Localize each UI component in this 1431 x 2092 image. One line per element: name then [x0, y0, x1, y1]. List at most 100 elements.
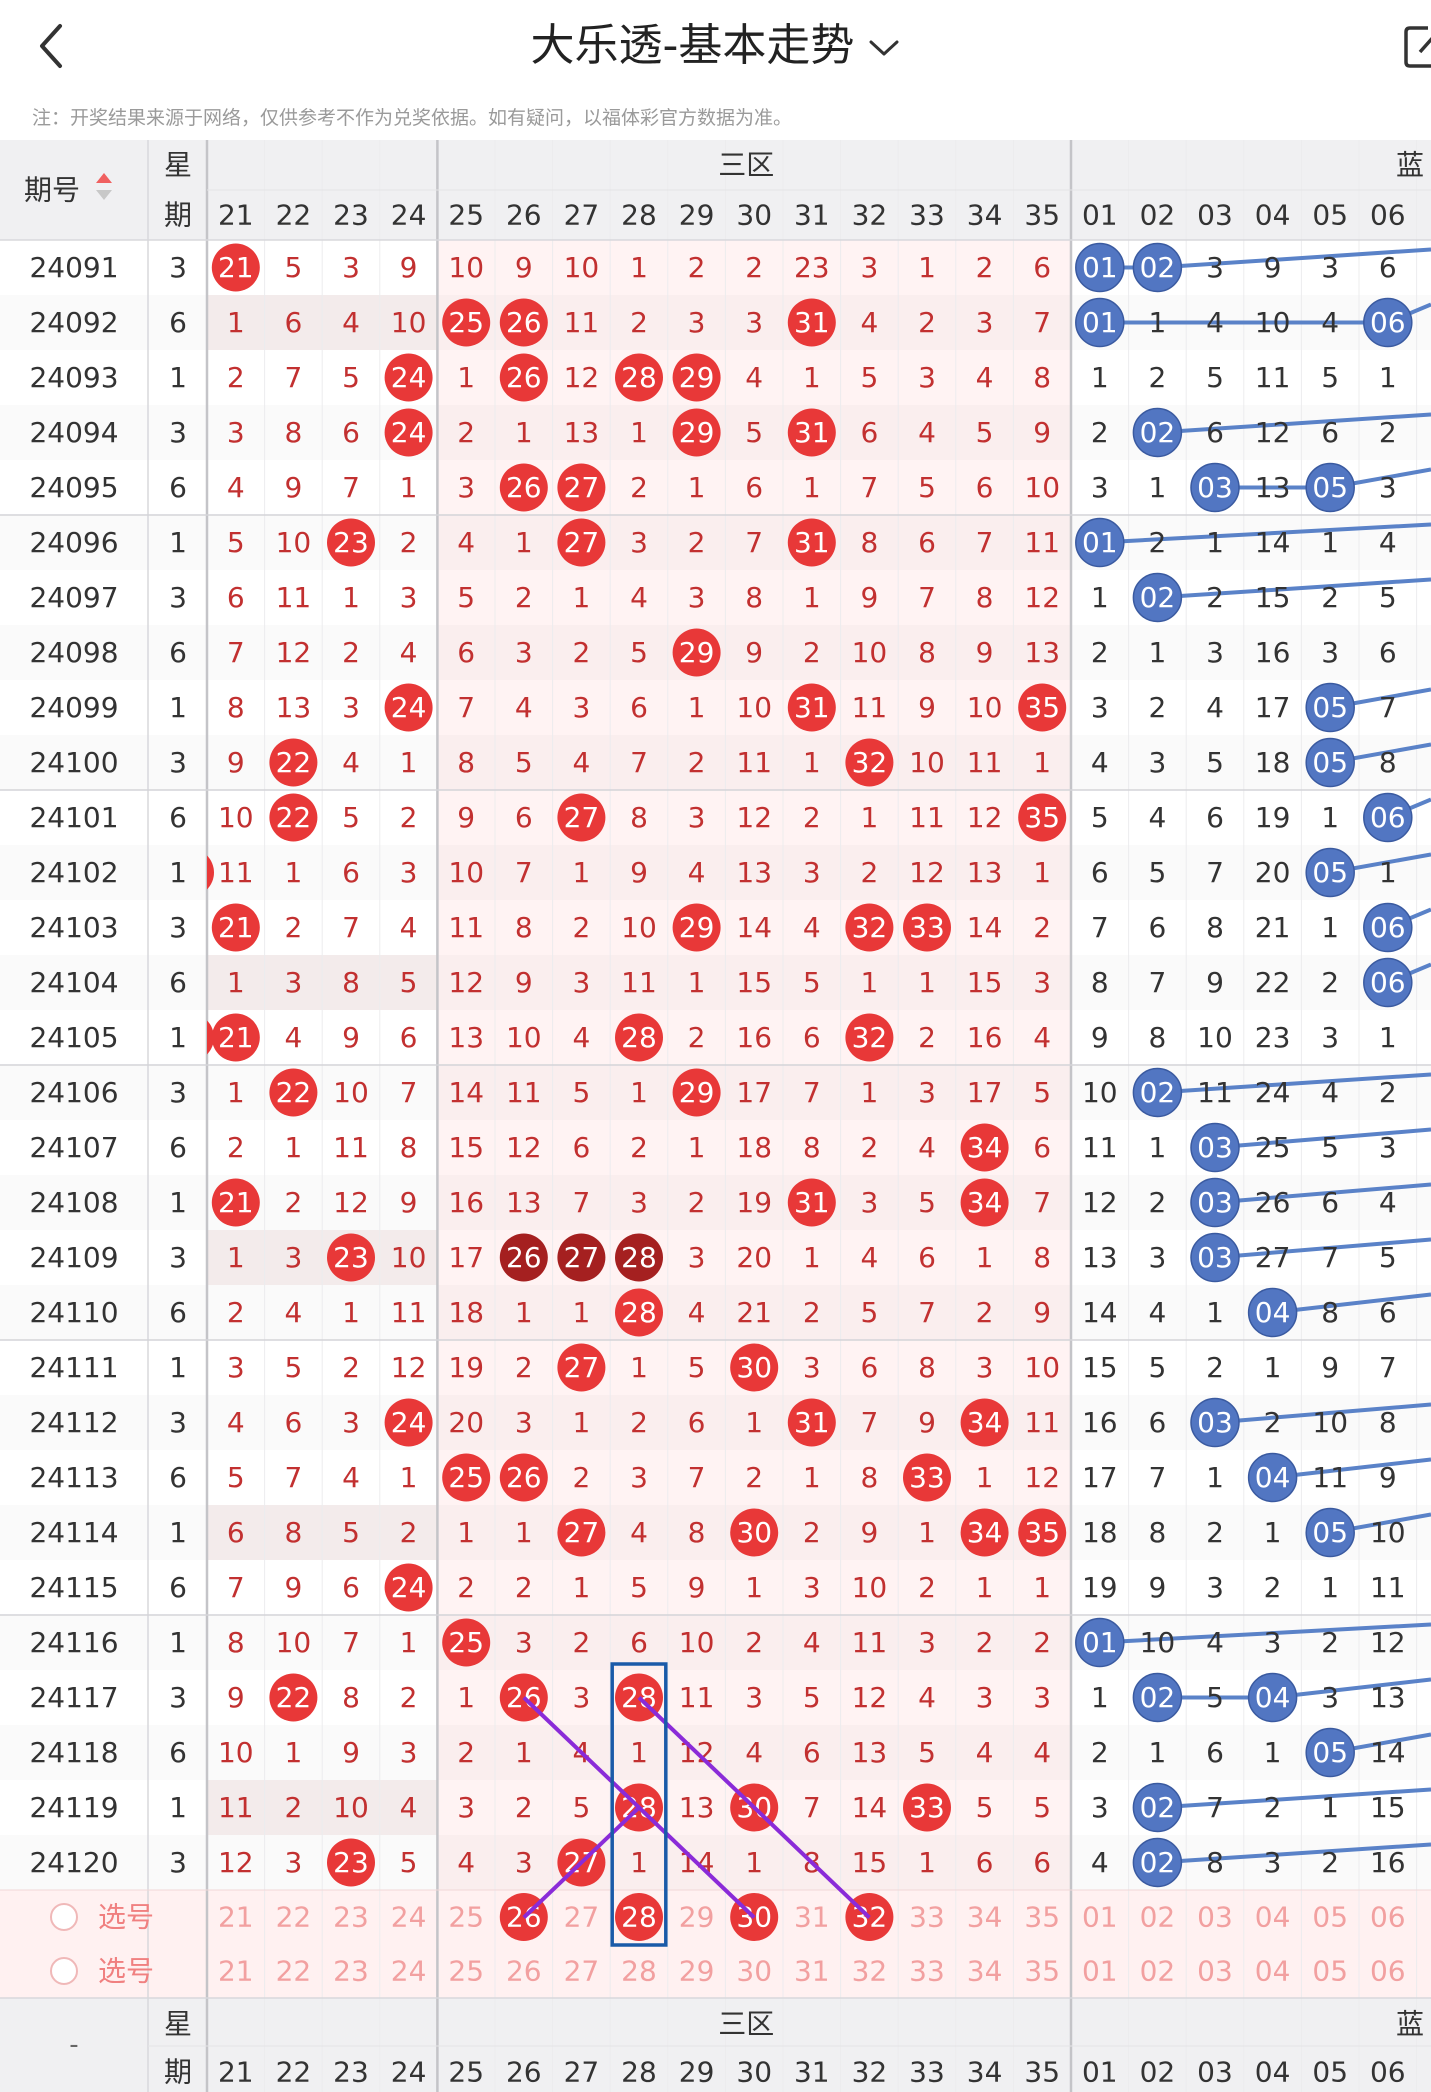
select-front-option[interactable]: 35 [1024, 1955, 1060, 1988]
footer-front-col: 32 [852, 2056, 888, 2089]
select-front-option[interactable]: 33 [909, 1955, 945, 1988]
front-miss-count: 2 [630, 1131, 648, 1164]
select-blue-option[interactable]: 02 [1140, 1901, 1176, 1934]
select-front-option[interactable]: 27 [564, 1955, 600, 1988]
select-blue-option[interactable]: 02 [1140, 1955, 1176, 1988]
select-front-option[interactable]: 25 [448, 1955, 484, 1988]
front-miss-count: 7 [803, 1076, 821, 1109]
front-miss-count: 2 [572, 1461, 590, 1494]
front-ball [557, 1508, 606, 1557]
select-front-option[interactable]: 23 [333, 1901, 369, 1934]
select-front-option[interactable]: 24 [391, 1901, 427, 1934]
blue-miss-count: 4 [1206, 691, 1224, 724]
chevron-down-icon[interactable] [868, 38, 900, 58]
front-miss-count: 5 [918, 471, 936, 504]
front-miss-count: 13 [1024, 636, 1060, 669]
front-miss-count: 6 [688, 1406, 706, 1439]
front-miss-count: 13 [967, 856, 1003, 889]
select-blue-option[interactable]: 01 [1082, 1901, 1118, 1934]
select-front-option[interactable]: 35 [1024, 1901, 1060, 1934]
select-front-option[interactable]: 28 [621, 1955, 657, 1988]
front-miss-count: 1 [976, 1461, 994, 1494]
front-ball-number: 25 [448, 1461, 484, 1494]
front-miss-count: 13 [564, 416, 600, 449]
blue-miss-count: 17 [1255, 691, 1291, 724]
select-radio[interactable] [50, 1903, 78, 1931]
select-front-option[interactable]: 23 [333, 1955, 369, 1988]
front-miss-count: 10 [506, 1021, 542, 1054]
front-ball [730, 1508, 779, 1557]
select-front-option[interactable]: 22 [276, 1955, 312, 1988]
share-icon[interactable] [1400, 22, 1431, 70]
select-blue-option[interactable]: 04 [1255, 1901, 1291, 1934]
front-miss-count: 3 [976, 1681, 994, 1714]
select-front-option[interactable]: 33 [909, 1901, 945, 1934]
select-front-option[interactable]: 30 [736, 1955, 772, 1988]
week-cell: 6 [169, 471, 187, 504]
select-blue-option[interactable]: 06 [1370, 1955, 1406, 1988]
front-miss-count: 1 [803, 581, 821, 614]
select-front-option[interactable]: 24 [391, 1955, 427, 1988]
front-miss-count: 5 [227, 526, 245, 559]
blue-miss-count: 7 [1379, 691, 1397, 724]
select-front-option[interactable]: 31 [794, 1901, 830, 1934]
blue-miss-count: 1 [1321, 526, 1339, 559]
front-miss-count: 2 [803, 801, 821, 834]
blue-miss-count: 23 [1255, 1021, 1291, 1054]
select-front-option[interactable]: 21 [218, 1955, 254, 1988]
page-title[interactable]: 大乐透-基本走势 [0, 16, 1431, 76]
select-blue-option[interactable]: 03 [1197, 1901, 1233, 1934]
front-miss-count: 1 [227, 966, 245, 999]
week-cell: 1 [169, 1626, 187, 1659]
front-ball-number: 34 [967, 1406, 1003, 1439]
front-miss-count: 6 [803, 1736, 821, 1769]
front-col-header: 28 [621, 199, 657, 232]
week-cell: 3 [169, 581, 187, 614]
front-miss-count: 9 [227, 1681, 245, 1714]
week-cell: 1 [169, 1186, 187, 1219]
blue-ball [1132, 1782, 1183, 1833]
blue-miss-count: 2 [1379, 1076, 1397, 1109]
front-miss-count: 6 [976, 471, 994, 504]
select-front-option[interactable]: 34 [967, 1901, 1003, 1934]
select-blue-option[interactable]: 01 [1082, 1955, 1118, 1988]
select-front-option[interactable]: 26 [506, 1955, 542, 1988]
select-blue-option[interactable]: 04 [1255, 1955, 1291, 1988]
front-miss-count: 4 [342, 1461, 360, 1494]
front-ball-number: 24 [391, 1406, 427, 1439]
select-front-option[interactable]: 25 [448, 1901, 484, 1934]
front-miss-count: 4 [918, 416, 936, 449]
front-miss-count: 10 [276, 526, 312, 559]
front-ball-number: 22 [276, 1681, 312, 1714]
blue-ball [1190, 1397, 1240, 1448]
front-miss-count: 3 [688, 581, 706, 614]
select-front-option[interactable]: 31 [794, 1955, 830, 1988]
selected-front-ball[interactable] [615, 1893, 663, 1941]
front-miss-count: 1 [803, 361, 821, 394]
front-miss-count: 9 [745, 636, 763, 669]
front-ball [845, 1013, 894, 1062]
select-blue-option[interactable]: 05 [1312, 1901, 1348, 1934]
select-front-option[interactable]: 32 [852, 1955, 888, 1988]
front-miss-count: 1 [284, 856, 302, 889]
select-front-option[interactable]: 29 [679, 1955, 715, 1988]
front-miss-count: 10 [333, 1791, 369, 1824]
select-blue-option[interactable]: 05 [1312, 1955, 1348, 1988]
back-arrow-icon[interactable] [30, 18, 86, 74]
footer-blue-col: 06 [1370, 2056, 1406, 2089]
select-front-option[interactable]: 29 [679, 1901, 715, 1934]
front-ball-number: 28 [621, 361, 657, 394]
select-front-option[interactable]: 27 [564, 1901, 600, 1934]
front-miss-count: 12 [391, 1351, 427, 1384]
select-front-option[interactable]: 34 [967, 1955, 1003, 1988]
blue-miss-count: 3 [1321, 636, 1339, 669]
front-miss-count: 5 [630, 636, 648, 669]
select-radio[interactable] [50, 1957, 78, 1985]
select-blue-option[interactable]: 03 [1197, 1955, 1233, 1988]
front-ball-number: 26 [506, 361, 542, 394]
select-front-option[interactable]: 21 [218, 1901, 254, 1934]
select-blue-option[interactable]: 06 [1370, 1901, 1406, 1934]
select-front-option[interactable]: 22 [276, 1901, 312, 1934]
front-ball-number: 23 [333, 1241, 369, 1274]
front-miss-count: 4 [860, 306, 878, 339]
